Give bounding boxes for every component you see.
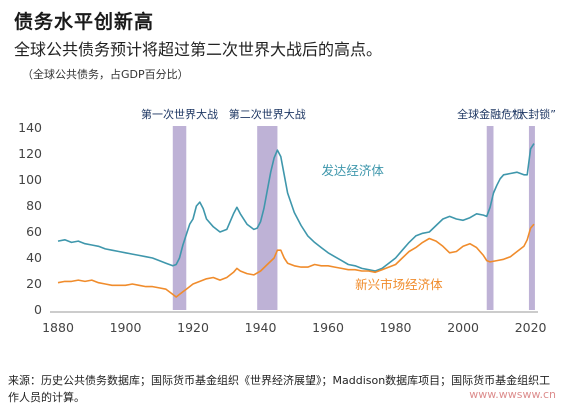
event-band-label-4: “大封锁” (512, 107, 556, 121)
watermark: www.wwsww.cn (469, 388, 556, 401)
series-line-2 (57, 223, 535, 298)
x-tick-label: 1960 (312, 320, 344, 335)
event-band-1 (172, 126, 187, 310)
page-subtitle: 全球公共债务预计将超过第二次世界大战后的高点。 (14, 40, 383, 59)
y-tick-label: 100 (18, 172, 42, 187)
event-band-label-1: 第一次世界大战 (141, 107, 218, 121)
event-band-label-2: 第二次世界大战 (229, 107, 306, 121)
series-line-1 (57, 143, 535, 272)
x-tick-label: 1980 (380, 320, 412, 335)
x-tick-label: 2020 (515, 320, 547, 335)
unit-note: （全球公共债务，占GDP百分比） (22, 68, 189, 81)
x-tick-label: 2000 (447, 320, 479, 335)
x-tick-label: 1900 (110, 320, 142, 335)
y-tick-label: 20 (26, 276, 42, 291)
y-tick-label: 40 (26, 250, 42, 265)
y-tick-label: 120 (18, 146, 42, 161)
y-tick-label: 60 (26, 224, 42, 239)
series-label-advanced: 发达经济体 (321, 163, 384, 178)
source-note: 来源：历史公共债务数据库；国际货币基金组织《世界经济展望》；Maddison数据… (8, 374, 551, 404)
page-title: 债务水平创新高 (14, 11, 155, 33)
event-band-2 (257, 126, 278, 310)
x-tick-label: 1880 (42, 320, 74, 335)
y-tick-label: 0 (34, 302, 42, 317)
x-tick-label: 1940 (245, 320, 277, 335)
series-label-emerging: 新兴市场经济体 (355, 277, 443, 292)
x-tick-label: 1920 (177, 320, 209, 335)
event-band-label-3: 全球金融危机 (457, 107, 523, 121)
y-tick-label: 80 (26, 198, 42, 213)
event-band-4 (528, 126, 535, 310)
event-band-3 (486, 126, 494, 310)
y-tick-label: 140 (18, 120, 42, 135)
